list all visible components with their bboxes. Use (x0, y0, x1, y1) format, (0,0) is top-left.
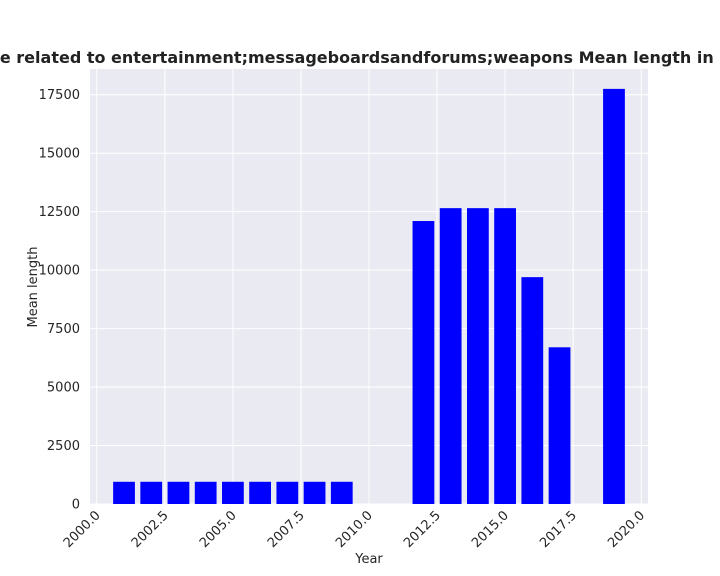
bar-2004 (194, 481, 217, 504)
y-tick-label: 5000 (47, 381, 80, 396)
chart-title: Categories are related to entertainment;… (0, 48, 720, 67)
bar-2007 (276, 481, 299, 504)
bar-2003 (167, 481, 190, 504)
bar-2017 (548, 347, 571, 504)
y-axis-label: Mean length (26, 247, 41, 328)
bar-2002 (140, 481, 163, 504)
y-tick-label: 10000 (39, 264, 80, 279)
x-tick-labels: 2000.0 2002.5 2005.0 2007.5 2010.0 2012.5 2015… (61, 508, 648, 551)
y-tick-label: 7500 (47, 322, 80, 337)
bar-2013 (439, 208, 462, 504)
y-tick-label: 2500 (47, 439, 80, 454)
x-tick-label: 2002.5 (129, 508, 172, 551)
x-axis-label: Year (354, 552, 383, 567)
bar-2015 (494, 208, 516, 504)
bar-2012 (412, 221, 435, 505)
bar-2014 (466, 208, 489, 504)
bar-2009 (330, 481, 353, 504)
bar-2008 (303, 481, 326, 504)
y-tick-label: 12500 (39, 205, 80, 220)
bar-2001 (113, 481, 135, 504)
x-tick-label: 2015.0 (469, 508, 512, 551)
x-tick-label: 2020.0 (605, 508, 648, 551)
x-tick-label: 2007.5 (265, 508, 308, 551)
x-tick-label: 2010.0 (333, 508, 376, 551)
bar-2005 (222, 481, 244, 504)
x-tick-label: 2012.5 (401, 508, 444, 551)
bars (113, 88, 625, 505)
bar-2006 (249, 481, 272, 504)
x-tick-label: 2005.0 (197, 508, 240, 551)
bar-2019 (603, 88, 625, 505)
x-tick-label: 2017.5 (537, 508, 580, 551)
y-tick-label: 17500 (39, 88, 80, 103)
bar-2016 (521, 277, 544, 504)
x-tick-label: 2000.0 (61, 508, 104, 551)
y-tick-label: 15000 (39, 147, 80, 162)
y-tick-labels: 0 2500 5000 7500 10000 12500 15000 17500 (39, 88, 80, 512)
y-tick-label: 0 (72, 498, 80, 513)
